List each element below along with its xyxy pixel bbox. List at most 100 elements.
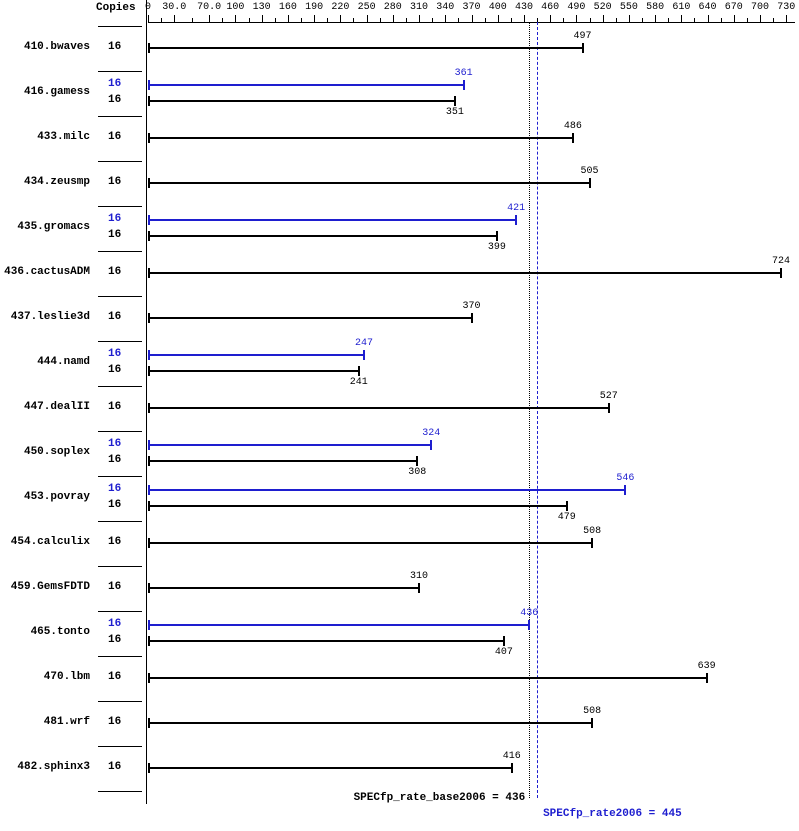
copies-peak: 16	[108, 348, 121, 360]
peak-bar	[148, 489, 625, 491]
base-bar-value: 370	[462, 301, 480, 312]
base-bar-endcap	[454, 96, 456, 106]
x-tick	[174, 15, 175, 22]
x-tick-label: 220	[331, 2, 349, 13]
peak-bar-endcap	[515, 215, 517, 225]
base-bar	[148, 272, 781, 274]
x-minor-tick	[222, 18, 223, 22]
copies-base: 16	[108, 131, 121, 143]
benchmark-name: 410.bwaves	[0, 41, 90, 53]
row-divider	[98, 701, 142, 702]
base-bar	[148, 677, 707, 679]
x-tick	[524, 15, 525, 22]
copies-peak: 16	[108, 483, 121, 495]
x-tick	[655, 15, 656, 22]
copies-peak: 16	[108, 213, 121, 225]
x-minor-tick	[249, 18, 250, 22]
base-bar-value: 486	[564, 121, 582, 132]
copies-base: 16	[108, 229, 121, 241]
copies-peak: 16	[108, 618, 121, 630]
x-tick-label: 520	[594, 2, 612, 13]
base-bar-value: 724	[772, 256, 790, 267]
copies-base: 16	[108, 94, 121, 106]
peak-bar-value: 436	[520, 608, 538, 619]
copies-peak: 16	[108, 78, 121, 90]
base-bar	[148, 137, 573, 139]
row-divider	[98, 386, 142, 387]
base-bar-endcap	[608, 403, 610, 413]
base-bar	[148, 542, 592, 544]
benchmark-name: 435.gromacs	[0, 221, 90, 233]
x-tick	[262, 15, 263, 22]
x-tick	[235, 15, 236, 22]
x-tick	[550, 15, 551, 22]
peak-bar	[148, 354, 364, 356]
base-bar-value: 479	[558, 512, 576, 523]
x-tick-label: 430	[515, 2, 533, 13]
benchmark-name: 481.wrf	[0, 716, 90, 728]
benchmark-name: 450.soplex	[0, 446, 90, 458]
base-bar-endcap	[706, 673, 708, 683]
x-tick-label: 670	[725, 2, 743, 13]
peak-bar-endcap	[463, 80, 465, 90]
base-bar	[148, 235, 497, 237]
row-divider	[98, 431, 142, 432]
x-tick	[498, 15, 499, 22]
base-bar-endcap	[582, 43, 584, 53]
row-divider	[98, 746, 142, 747]
spec-rate-chart: Copies030.070.01001301601902202502803103…	[0, 0, 799, 831]
base-bar	[148, 47, 583, 49]
x-tick-label: 370	[462, 2, 480, 13]
base-bar-value: 416	[503, 751, 521, 762]
base-bar-value: 527	[600, 391, 618, 402]
benchmark-name: 436.cactusADM	[0, 266, 90, 278]
row-divider	[98, 116, 142, 117]
benchmark-name: 447.dealII	[0, 401, 90, 413]
x-tick-label: 100	[226, 2, 244, 13]
base-bar-value: 639	[698, 661, 716, 672]
x-tick-label: 610	[672, 2, 690, 13]
x-minor-tick	[301, 18, 302, 22]
row-divider	[98, 341, 142, 342]
x-axis-line	[148, 22, 795, 23]
x-tick-label: 460	[541, 2, 559, 13]
x-tick-label: 400	[489, 2, 507, 13]
x-tick-label: 250	[358, 2, 376, 13]
x-minor-tick	[327, 18, 328, 22]
benchmark-name: 437.leslie3d	[0, 311, 90, 323]
copies-base: 16	[108, 364, 121, 376]
base-bar-endcap	[418, 583, 420, 593]
base-bar-value: 407	[495, 647, 513, 658]
base-bar-value: 508	[583, 526, 601, 537]
x-tick-label: 580	[646, 2, 664, 13]
benchmark-name: 416.gamess	[0, 86, 90, 98]
row-divider	[98, 566, 142, 567]
peak-bar-endcap	[624, 485, 626, 495]
base-bar	[148, 182, 590, 184]
base-bar-value: 351	[446, 107, 464, 118]
x-minor-tick	[161, 18, 162, 22]
x-tick	[288, 15, 289, 22]
base-bar	[148, 767, 512, 769]
copies-base: 16	[108, 499, 121, 511]
copies-base: 16	[108, 311, 121, 323]
base-bar-endcap	[511, 763, 513, 773]
x-tick	[734, 15, 735, 22]
x-minor-tick	[353, 18, 354, 22]
x-tick	[209, 15, 210, 22]
x-tick	[367, 15, 368, 22]
x-tick-label: 280	[384, 2, 402, 13]
x-tick-label: 700	[751, 2, 769, 13]
x-minor-tick	[773, 18, 774, 22]
x-tick	[760, 15, 761, 22]
peak-bar-value: 421	[507, 203, 525, 214]
base-bar-value: 399	[488, 242, 506, 253]
x-minor-tick	[432, 18, 433, 22]
plot-separator	[146, 0, 147, 804]
copies-base: 16	[108, 454, 121, 466]
base-bar	[148, 407, 609, 409]
row-divider	[98, 656, 142, 657]
x-tick	[148, 15, 149, 22]
base-bar	[148, 722, 592, 724]
base-bar-endcap	[416, 456, 418, 466]
